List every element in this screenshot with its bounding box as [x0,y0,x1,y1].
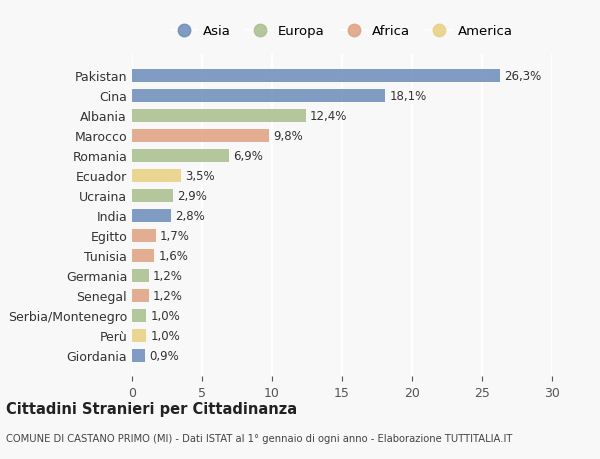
Bar [132,90,385,102]
Text: 1,0%: 1,0% [150,309,180,322]
Bar [132,169,181,182]
Bar [132,229,156,242]
Bar [132,329,146,342]
Bar [132,110,305,123]
Text: 2,9%: 2,9% [177,189,206,202]
Text: COMUNE DI CASTANO PRIMO (MI) - Dati ISTAT al 1° gennaio di ogni anno - Elaborazi: COMUNE DI CASTANO PRIMO (MI) - Dati ISTA… [6,433,512,442]
Text: 0,9%: 0,9% [149,349,179,362]
Text: 3,5%: 3,5% [185,169,215,182]
Text: 2,8%: 2,8% [175,209,205,222]
Text: 1,2%: 1,2% [153,269,183,282]
Text: 12,4%: 12,4% [310,110,347,123]
Bar [132,150,229,162]
Bar [132,289,149,302]
Bar [132,189,173,202]
Bar [132,209,171,222]
Bar [132,269,149,282]
Legend: Asia, Europa, Africa, America: Asia, Europa, Africa, America [166,20,518,44]
Text: 1,6%: 1,6% [158,249,188,262]
Text: 6,9%: 6,9% [233,150,263,162]
Text: 1,2%: 1,2% [153,289,183,302]
Text: 18,1%: 18,1% [389,90,427,103]
Text: Cittadini Stranieri per Cittadinanza: Cittadini Stranieri per Cittadinanza [6,401,297,416]
Text: 9,8%: 9,8% [274,129,303,142]
Bar [132,70,500,83]
Bar [132,129,269,142]
Text: 1,0%: 1,0% [150,329,180,342]
Text: 1,7%: 1,7% [160,229,190,242]
Bar [132,349,145,362]
Bar [132,309,146,322]
Bar [132,249,154,262]
Text: 26,3%: 26,3% [505,70,542,83]
